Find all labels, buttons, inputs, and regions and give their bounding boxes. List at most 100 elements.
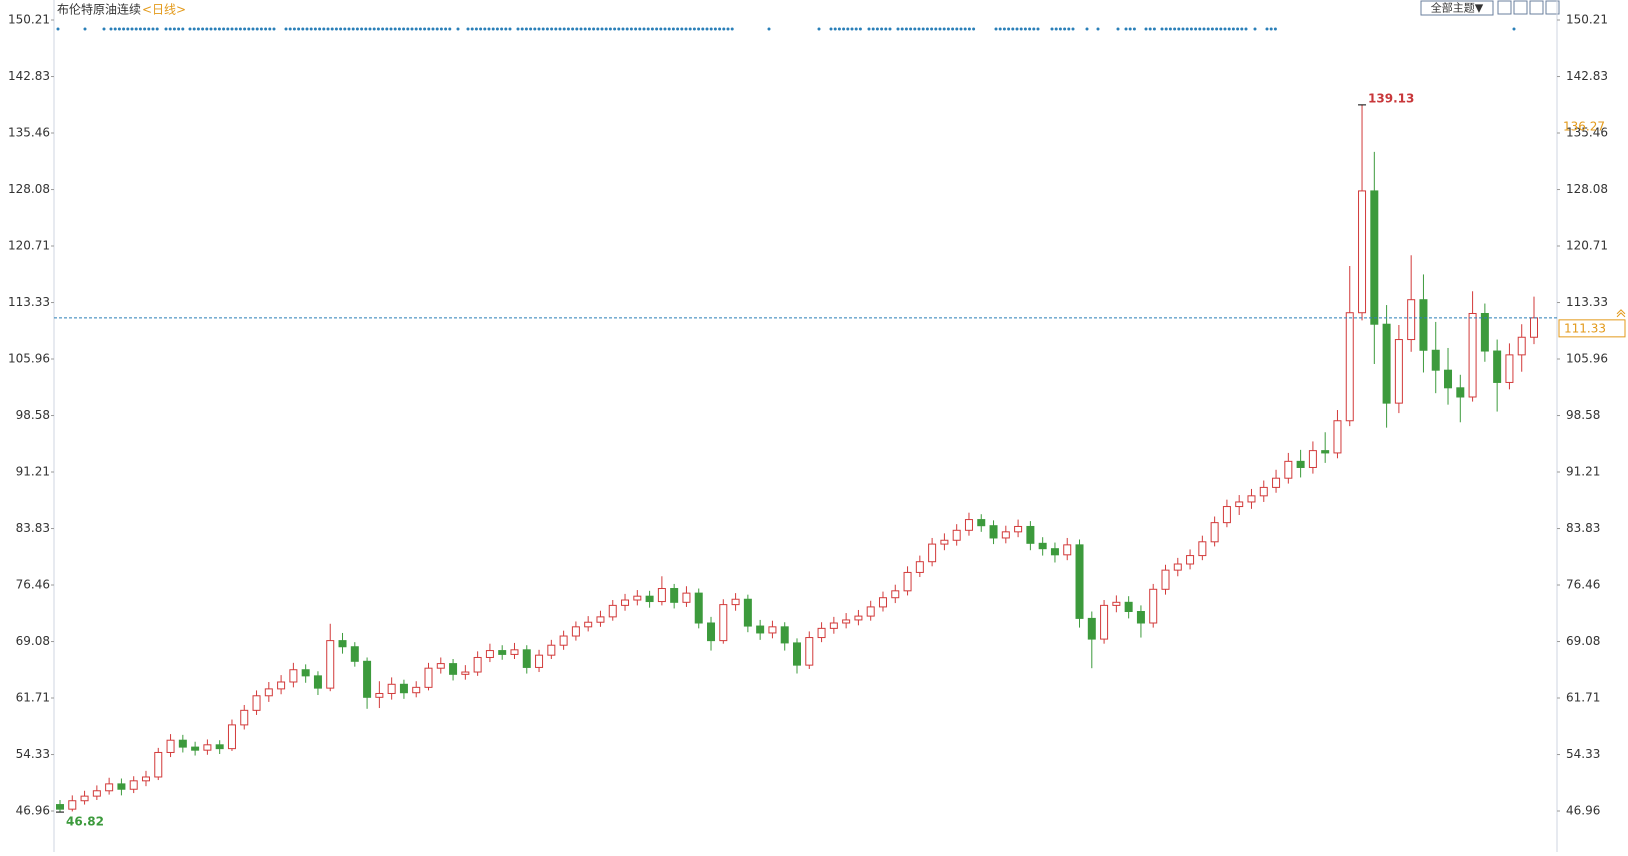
zoom-button[interactable]: [1497, 0, 1512, 15]
candle-body: [645, 595, 654, 603]
candle-body: [1468, 312, 1477, 398]
y-tick-label-right: 105.96: [1566, 352, 1608, 366]
candle-body: [105, 783, 114, 792]
candle-body: [1419, 299, 1428, 351]
candle-body: [461, 671, 470, 675]
candle-body: [756, 625, 765, 634]
export-button[interactable]: [1545, 0, 1560, 15]
candle-body: [731, 598, 740, 606]
y-tick-label-right: 46.96: [1566, 804, 1600, 818]
y-tick-label-right: 150.21: [1566, 13, 1608, 27]
y-tick-label: 69.08: [16, 634, 50, 648]
y-tick-label-right: 76.46: [1566, 578, 1600, 592]
candle-body: [1112, 601, 1121, 606]
y-tick-label-right: 54.33: [1566, 747, 1600, 761]
candle-body: [694, 592, 703, 624]
candle-body: [1173, 563, 1182, 571]
candle-body: [547, 644, 556, 656]
y-tick-label: 91.21: [16, 465, 50, 479]
chart-title: 布伦特原油连续: [57, 2, 141, 17]
y-tick-label-right: 83.83: [1566, 521, 1600, 535]
y-tick-label: 83.83: [16, 521, 50, 535]
last-price-arrow: [1616, 309, 1626, 318]
candle-body: [915, 561, 924, 573]
candle-body: [793, 642, 801, 666]
y-tick-label: 61.71: [16, 691, 50, 705]
candle-body: [1161, 569, 1170, 590]
y-tick-label: 120.71: [8, 239, 50, 253]
candle-body: [277, 681, 286, 690]
candle-body: [1149, 588, 1158, 624]
candle-body: [1014, 525, 1023, 533]
candle-body: [117, 783, 126, 790]
candle-body: [1345, 312, 1354, 422]
candle-body: [964, 519, 973, 531]
candle-body: [805, 637, 814, 666]
candle-body: [473, 656, 482, 673]
candle-body: [203, 744, 212, 751]
candle-body: [1333, 420, 1342, 454]
candle-body: [1063, 544, 1072, 556]
y-tick-label: 150.21: [8, 13, 50, 27]
candle-body: [92, 790, 101, 797]
candle-body: [191, 746, 200, 751]
candle-body: [854, 615, 863, 621]
period-button[interactable]: [1513, 0, 1528, 15]
candle-body: [657, 588, 666, 603]
candle-body: [1235, 501, 1244, 508]
candle-body: [449, 663, 458, 675]
candle-body: [829, 622, 838, 629]
candle-body: [780, 626, 789, 644]
candle-body: [1407, 299, 1416, 341]
candle-body: [1444, 369, 1453, 389]
y-tick-label-right: 120.71: [1566, 239, 1608, 253]
candle-body: [68, 800, 77, 810]
y-tick-label-right: 69.08: [1566, 634, 1600, 648]
candle-body: [289, 669, 298, 683]
candle-body: [670, 588, 679, 603]
candle-body: [928, 543, 937, 563]
candle-body: [178, 739, 187, 748]
high-label: 139.13: [1368, 91, 1414, 105]
candle-body: [1530, 317, 1538, 338]
low-label: 46.82: [66, 815, 104, 829]
theme-button-label[interactable]: 全部主题▼: [1431, 1, 1484, 15]
candle-body: [1370, 190, 1379, 325]
y-tick-label-right: 91.21: [1566, 465, 1600, 479]
y-tick-label: 54.33: [16, 747, 50, 761]
candle-body: [817, 627, 826, 639]
candle-body: [264, 688, 273, 697]
candle-body: [571, 626, 580, 637]
candle-body: [768, 626, 777, 634]
candle-body: [1296, 460, 1305, 468]
candle-body: [350, 646, 359, 662]
y-tick-label: 98.58: [16, 408, 50, 422]
candle-body: [878, 597, 887, 608]
candle-body: [621, 599, 630, 606]
candle-body: [522, 649, 531, 668]
last-price-label: 111.33: [1564, 321, 1606, 335]
candle-body: [1222, 506, 1231, 524]
candle-body: [252, 695, 261, 711]
y-tick-label-right: 135.46: [1566, 126, 1608, 140]
candle-body: [1284, 460, 1293, 479]
candle-body: [1087, 617, 1096, 640]
candle-body: [719, 604, 728, 642]
candle-body: [1272, 477, 1281, 488]
candle-body: [215, 744, 224, 750]
candle-body: [227, 724, 236, 750]
theme-button[interactable]: [1420, 0, 1494, 16]
play-button[interactable]: [1529, 0, 1544, 15]
candle-body: [141, 776, 150, 782]
candle-body: [1124, 601, 1133, 613]
candle-body: [363, 660, 372, 698]
candle-body: [1001, 531, 1010, 539]
candle-body: [375, 692, 384, 698]
y-tick-label: 128.08: [8, 182, 50, 196]
candle-body: [1186, 555, 1195, 565]
y-tick-label-right: 128.08: [1566, 182, 1608, 196]
candle-body: [940, 539, 949, 545]
candle-body: [399, 683, 408, 694]
candle-body: [485, 650, 494, 658]
